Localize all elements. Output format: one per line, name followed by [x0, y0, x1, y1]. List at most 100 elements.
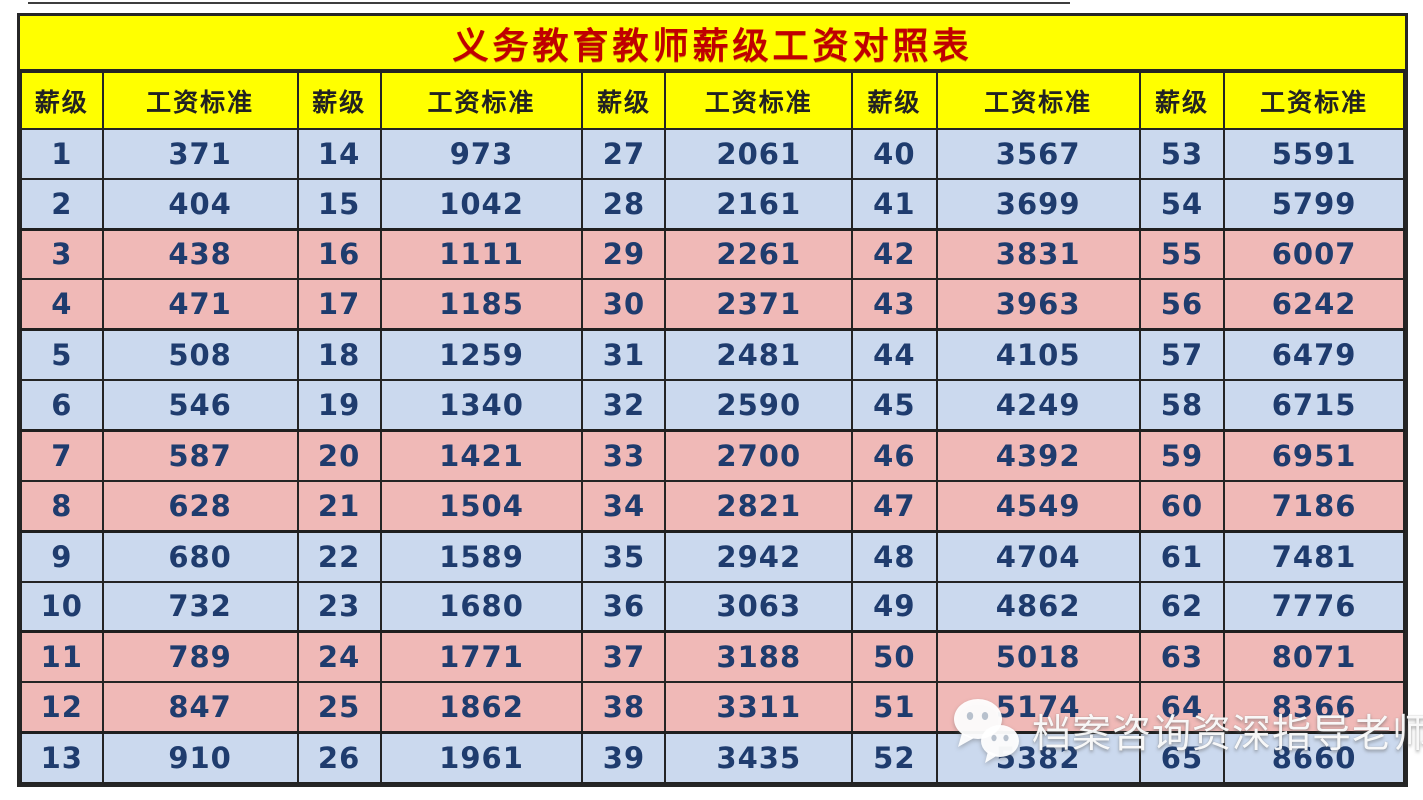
salary-cell: 6715 [1223, 379, 1405, 432]
grade-cell: 5 [20, 328, 104, 382]
grade-cell: 33 [581, 428, 667, 482]
grade-cell: 14 [296, 128, 382, 180]
salary-cell: 789 [101, 630, 299, 684]
header-grade-cell: 薪级 [1138, 71, 1226, 130]
grade-cell: 34 [581, 479, 667, 533]
grade-cell: 60 [1138, 479, 1226, 533]
grade-cell: 51 [851, 681, 938, 734]
grade-cell: 58 [1138, 379, 1226, 432]
salary-cell: 2700 [664, 428, 854, 482]
salary-cell: 8071 [1223, 630, 1405, 684]
grade-cell: 35 [581, 529, 667, 583]
grade-cell: 18 [296, 328, 382, 382]
grade-cell: 11 [20, 630, 104, 684]
grade-cell: 12 [20, 681, 104, 734]
salary-cell: 910 [101, 731, 299, 785]
grade-cell: 42 [851, 227, 938, 281]
salary-cell: 5799 [1223, 177, 1405, 231]
salary-cell: 1340 [379, 379, 584, 432]
salary-cell: 2161 [664, 177, 854, 231]
salary-cell: 2481 [664, 328, 854, 382]
grade-cell: 21 [296, 479, 382, 533]
table-row: 12 847 25 1862 38 3311 51 5174 64 8366 [20, 681, 1405, 734]
grade-cell: 27 [581, 128, 667, 180]
salary-cell: 1111 [379, 227, 584, 281]
salary-cell: 1680 [379, 580, 584, 633]
grade-cell: 63 [1138, 630, 1226, 684]
salary-cell: 1961 [379, 731, 584, 785]
salary-cell: 471 [101, 278, 299, 331]
salary-cell: 3435 [664, 731, 854, 785]
grade-cell: 37 [581, 630, 667, 684]
grade-cell: 17 [296, 278, 382, 331]
salary-cell: 680 [101, 529, 299, 583]
grade-cell: 40 [851, 128, 938, 180]
salary-cell: 4862 [935, 580, 1141, 633]
salary-cell: 1421 [379, 428, 584, 482]
salary-cell: 5382 [935, 731, 1141, 785]
salary-cell: 1862 [379, 681, 584, 734]
table-row: 9 680 22 1589 35 2942 48 4704 61 7481 [20, 529, 1405, 583]
grade-cell: 10 [20, 580, 104, 633]
salary-cell: 3699 [935, 177, 1141, 231]
grade-cell: 41 [851, 177, 938, 231]
grade-cell: 61 [1138, 529, 1226, 583]
salary-cell: 6242 [1223, 278, 1405, 331]
header-salary-cell: 工资标准 [935, 71, 1141, 130]
salary-cell: 1259 [379, 328, 584, 382]
grade-cell: 29 [581, 227, 667, 281]
grade-cell: 38 [581, 681, 667, 734]
salary-cell: 1042 [379, 177, 584, 231]
salary-cell: 2371 [664, 278, 854, 331]
grade-cell: 64 [1138, 681, 1226, 734]
salary-cell: 3188 [664, 630, 854, 684]
grade-cell: 3 [20, 227, 104, 281]
table-row: 13 910 26 1961 39 3435 52 5382 65 8660 [20, 731, 1405, 785]
grade-cell: 32 [581, 379, 667, 432]
salary-cell: 2821 [664, 479, 854, 533]
grade-cell: 44 [851, 328, 938, 382]
table-row: 1 371 14 973 27 2061 40 3567 53 5591 [20, 128, 1405, 180]
grade-cell: 47 [851, 479, 938, 533]
salary-cell: 8366 [1223, 681, 1405, 734]
salary-cell: 6479 [1223, 328, 1405, 382]
grade-cell: 54 [1138, 177, 1226, 231]
grade-cell: 25 [296, 681, 382, 734]
grade-cell: 65 [1138, 731, 1226, 785]
grade-cell: 28 [581, 177, 667, 231]
grade-cell: 19 [296, 379, 382, 432]
salary-cell: 4392 [935, 428, 1141, 482]
salary-cell: 5591 [1223, 128, 1405, 180]
grade-cell: 52 [851, 731, 938, 785]
salary-cell: 973 [379, 128, 584, 180]
grade-cell: 20 [296, 428, 382, 482]
table-row: 8 628 21 1504 34 2821 47 4549 60 7186 [20, 479, 1405, 533]
salary-cell: 4704 [935, 529, 1141, 583]
salary-cell: 1771 [379, 630, 584, 684]
table-row: 11 789 24 1771 37 3188 50 5018 63 8071 [20, 630, 1405, 684]
salary-cell: 1504 [379, 479, 584, 533]
salary-cell: 546 [101, 379, 299, 432]
grade-cell: 22 [296, 529, 382, 583]
grade-cell: 53 [1138, 128, 1226, 180]
salary-cell: 732 [101, 580, 299, 633]
salary-cell: 2590 [664, 379, 854, 432]
salary-cell: 1185 [379, 278, 584, 331]
salary-cell: 587 [101, 428, 299, 482]
grade-cell: 48 [851, 529, 938, 583]
salary-cell: 3567 [935, 128, 1141, 180]
grade-cell: 9 [20, 529, 104, 583]
grade-cell: 57 [1138, 328, 1226, 382]
salary-cell: 404 [101, 177, 299, 231]
grade-cell: 62 [1138, 580, 1226, 633]
grade-cell: 39 [581, 731, 667, 785]
table-row: 6 546 19 1340 32 2590 45 4249 58 6715 [20, 379, 1405, 432]
header-salary-cell: 工资标准 [1223, 71, 1405, 130]
header-grade-cell: 薪级 [581, 71, 667, 130]
grade-cell: 23 [296, 580, 382, 633]
grade-cell: 15 [296, 177, 382, 231]
salary-table-sheet: 义务教育教师薪级工资对照表 薪级 工资标准 薪级 工资标准 薪级 工资标准 薪级 工资标准 薪级… [17, 13, 1408, 787]
salary-cell: 8660 [1223, 731, 1405, 785]
grade-cell: 16 [296, 227, 382, 281]
header-row: 薪级 工资标准 薪级 工资标准 薪级 工资标准 薪级 工资标准 薪级 工资标准 [20, 71, 1405, 130]
